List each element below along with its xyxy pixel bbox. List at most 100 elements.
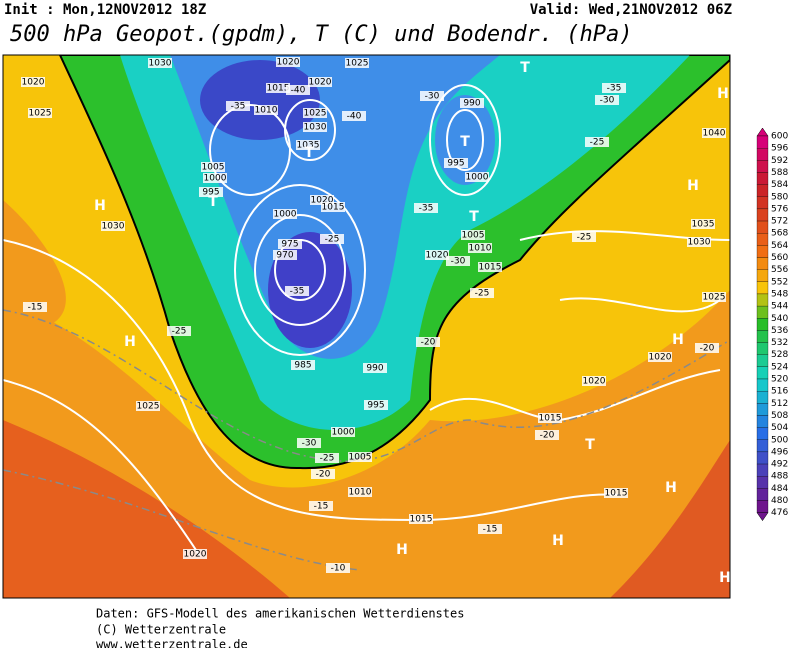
pressure-label-box	[28, 108, 52, 118]
colorbar-label: 556	[771, 265, 788, 275]
colorbar-label: 532	[771, 338, 788, 348]
colorbar-label: 484	[771, 484, 788, 494]
colorbar-label: 476	[771, 508, 788, 518]
colorbar-segment	[756, 366, 769, 380]
temperature-label: -35	[231, 102, 246, 112]
pressure-label-box	[291, 360, 315, 370]
colorbar-segment	[756, 415, 769, 428]
colorbar-arrow-bottom	[756, 512, 769, 522]
pressure-label-box	[363, 363, 387, 373]
colorbar-label: 508	[771, 411, 788, 421]
colorbar-segment	[756, 390, 769, 404]
pressure-label: 995	[202, 188, 219, 198]
pressure-label-box	[331, 427, 355, 437]
high-marker: H	[687, 178, 699, 194]
colorbar-segment	[756, 342, 769, 355]
temperature-label: -15	[483, 525, 498, 535]
pressure-label-box	[203, 173, 227, 183]
temperature-label-box	[420, 91, 444, 101]
colorbar-segment	[756, 220, 769, 234]
pressure-label-box	[409, 514, 433, 524]
pressure-label-box	[21, 77, 45, 87]
temperature-label: -35	[607, 84, 622, 94]
temperature-label-box	[315, 453, 339, 463]
colorbar-label: 600	[771, 132, 788, 142]
pressure-label: 1020	[22, 78, 45, 88]
pressure-label: 1025	[346, 59, 369, 69]
pressure-label-box	[278, 239, 302, 249]
high-marker: H	[552, 533, 564, 549]
pressure-label: 1030	[149, 59, 172, 69]
pressure-label: 1005	[462, 231, 485, 241]
pressure-label: 1020	[309, 78, 332, 88]
pressure-label: 1005	[349, 453, 372, 463]
pressure-label: 1015	[539, 414, 562, 424]
pressure-label-box	[308, 77, 332, 87]
pressure-label-box	[582, 376, 606, 386]
pressure-label: 1000	[274, 210, 297, 220]
pressure-label: 1035	[297, 141, 320, 151]
colorbar-segment	[756, 463, 769, 477]
pressure-label: 1015	[410, 515, 433, 525]
temperature-label-box	[285, 286, 309, 296]
temperature-label-box	[167, 326, 191, 336]
pressure-label: 1005	[202, 163, 225, 173]
colorbar-label: 596	[771, 144, 788, 154]
pressure-label-box	[460, 98, 484, 108]
colorbar-label: 552	[771, 277, 788, 287]
colorbar-label: 496	[771, 447, 788, 457]
colorbar-label: 564	[771, 241, 788, 251]
colorbar-segment	[756, 281, 769, 295]
pressure-label: 1015	[267, 84, 290, 94]
pressure-label: 1010	[255, 106, 278, 116]
colorbar-label: 516	[771, 387, 788, 397]
colorbar-label: 536	[771, 326, 788, 336]
low-marker: T	[460, 134, 470, 150]
temperature-label-box	[326, 563, 350, 573]
temperature-label-box	[470, 288, 494, 298]
temperature-label: -20	[540, 431, 555, 441]
pressure-label-box	[702, 128, 726, 138]
pressure-label: 995	[367, 401, 384, 411]
colorbar-segment	[756, 403, 769, 416]
low-marker: T	[520, 60, 530, 76]
temperature-label-box	[320, 234, 344, 244]
colorbar-segment	[756, 257, 769, 270]
pressure-label-box	[199, 187, 223, 197]
temperature-label: -25	[475, 289, 490, 299]
colorbar-segment	[756, 354, 769, 368]
footer-copyright: (C) Wetterzentrale	[96, 623, 226, 637]
colorbar-label: 540	[771, 314, 788, 324]
isotherms	[3, 309, 730, 571]
colorbar-segment	[756, 184, 769, 197]
colorbar-segment	[756, 378, 769, 392]
pressure-label-box	[478, 262, 502, 272]
pressure-label: 1020	[311, 196, 334, 206]
temperature-label: -20	[700, 344, 715, 354]
colorbar-label: 572	[771, 217, 788, 227]
valid-time: Valid: Wed,21NOV2012 06Z	[530, 2, 732, 18]
high-marker: H	[719, 570, 731, 586]
temperature-label: -20	[316, 470, 331, 480]
temperature-label: -20	[421, 338, 436, 348]
pressure-label-box	[303, 108, 327, 118]
temperature-label-box	[478, 524, 502, 534]
colorbar-segment	[756, 135, 769, 149]
pressure-label: 990	[463, 99, 480, 109]
temperature-label: -15	[314, 502, 329, 512]
temperature-label: -40	[347, 112, 362, 122]
footer-source: Daten: GFS-Modell des amerikanischen Wet…	[96, 607, 464, 621]
colorbar-segment	[756, 245, 769, 258]
high-marker: H	[124, 334, 136, 350]
high-marker: H	[396, 542, 408, 558]
colorbar-segment	[756, 330, 769, 343]
temperature-label: -10	[331, 564, 346, 574]
low-marker: T	[585, 437, 595, 453]
colorbar-segment	[756, 451, 769, 465]
map-title: 500 hPa Geopot.(gpdm), T (C) und Bodendr…	[10, 22, 633, 47]
pressure-label: 1025	[304, 109, 327, 119]
pressure-label-box	[101, 221, 125, 231]
pressure-label: 1040	[703, 129, 726, 139]
temperature-label: -15	[28, 303, 43, 313]
